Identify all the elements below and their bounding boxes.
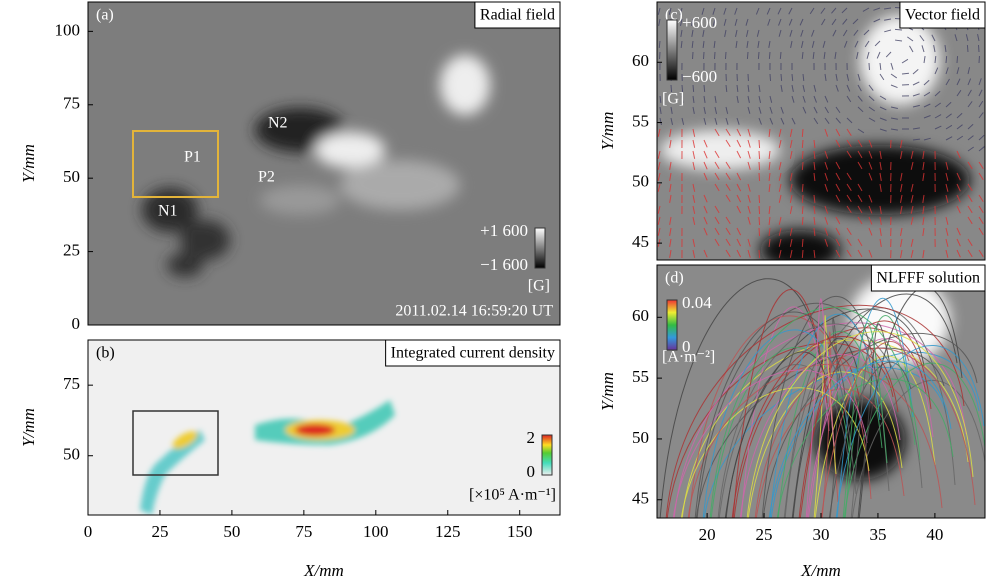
vector-arrow	[769, 52, 770, 59]
colorbar-unit: [G]	[662, 91, 684, 108]
panel-title: NLFFF solution	[876, 270, 980, 287]
x-tick-label: 20	[699, 525, 716, 544]
colorbar-max: +1 600	[480, 221, 528, 240]
vector-arrow	[747, 52, 748, 59]
vector-arrow	[759, 195, 760, 203]
y-tick-label: 50	[63, 445, 80, 464]
vector-arrow	[759, 162, 760, 170]
vector-arrow	[758, 52, 759, 59]
x-tick-label: 150	[507, 522, 533, 541]
vector-arrow	[957, 56, 958, 63]
vector-arrow	[704, 85, 705, 92]
vector-arrow	[802, 184, 803, 192]
panel-title: Integrated current density	[391, 345, 555, 362]
colorbar-min: 0	[527, 462, 536, 481]
colorbar	[542, 435, 552, 475]
vector-arrow	[802, 217, 803, 225]
panel-title: Radial field	[480, 7, 555, 24]
vector-arrow	[802, 129, 803, 137]
x-tick-label: 40	[926, 525, 943, 544]
colorbar	[667, 300, 677, 350]
x-axis-label: X/mm	[800, 561, 841, 580]
vector-arrow	[759, 228, 760, 236]
region-label: P2	[258, 169, 275, 186]
colorbar-max: +600	[682, 13, 717, 32]
vector-arrow	[802, 239, 803, 247]
region-label: P1	[184, 149, 201, 166]
vector-arrow	[759, 151, 760, 159]
y-tick-label: 50	[63, 167, 80, 186]
magnetogram	[88, 2, 560, 325]
vector-arrow	[967, 45, 968, 52]
vector-arrow	[946, 56, 947, 63]
vector-arrow	[781, 74, 782, 81]
y-axis-label: Y/mm	[598, 372, 617, 411]
vector-arrow	[792, 74, 793, 81]
vector-arrow	[802, 250, 803, 258]
y-tick-label: 45	[632, 489, 649, 508]
y-tick-label: 55	[632, 111, 649, 130]
x-tick-label: 25	[151, 522, 168, 541]
y-axis-label: Y/mm	[19, 408, 38, 447]
timestamp: 2011.02.14 16:59:20 UT	[395, 303, 553, 320]
y-tick-label: 55	[632, 367, 649, 386]
vector-map	[657, 2, 985, 270]
panel-label: (b)	[96, 345, 115, 362]
colorbar	[535, 228, 545, 268]
y-tick-label: 50	[632, 172, 649, 191]
colorbar-max: 0.04	[682, 293, 712, 312]
vector-arrow	[759, 140, 760, 148]
colorbar-min: −600	[682, 67, 717, 86]
x-tick-label: 0	[84, 522, 93, 541]
colorbar-unit: [×10⁵ A·m⁻¹]	[469, 487, 556, 504]
vector-arrow	[802, 162, 803, 170]
colorbar-min: −1 600	[480, 255, 528, 274]
vector-arrow	[759, 250, 760, 258]
y-axis-label: Y/mm	[19, 144, 38, 183]
vector-arrow	[759, 173, 760, 181]
vector-arrow	[802, 206, 803, 214]
x-axis-label: X/mm	[303, 561, 344, 580]
panel-label: (d)	[665, 270, 684, 287]
y-tick-label: 75	[63, 374, 80, 393]
x-tick-label: 125	[435, 522, 461, 541]
vector-arrow	[714, 52, 715, 59]
region-label: N1	[158, 203, 178, 220]
vector-arrow	[802, 140, 803, 148]
y-tick-label: 25	[63, 240, 80, 259]
panel-label: (a)	[96, 7, 114, 24]
y-tick-label: 75	[63, 94, 80, 113]
vector-arrow	[802, 195, 803, 203]
region-label: N2	[268, 115, 288, 132]
y-tick-label: 100	[55, 20, 81, 39]
y-axis-label: Y/mm	[598, 112, 617, 151]
colorbar-unit: [A·m⁻²]	[662, 349, 715, 366]
colorbar	[667, 20, 677, 80]
vector-arrow	[978, 45, 979, 52]
y-tick-label: 0	[72, 314, 81, 333]
vector-arrow	[770, 74, 771, 81]
vector-arrow	[895, 29, 902, 30]
vector-arrow	[725, 52, 726, 59]
x-tick-label: 100	[363, 522, 389, 541]
x-tick-label: 35	[869, 525, 886, 544]
vector-arrow	[759, 206, 760, 214]
x-tick-label: 25	[756, 525, 773, 544]
x-tick-label: 75	[295, 522, 312, 541]
vector-arrow	[802, 151, 803, 159]
x-tick-label: 30	[813, 525, 830, 544]
x-tick-label: 50	[223, 522, 240, 541]
colorbar-max: 2	[527, 428, 536, 447]
figure: (a)Radial field0255075100Y/mm(b)Integrat…	[0, 0, 990, 583]
vector-arrow	[780, 52, 781, 59]
colorbar-unit: [G]	[528, 278, 550, 295]
y-tick-label: 50	[632, 428, 649, 447]
vector-arrow	[759, 217, 760, 225]
vector-arrow	[693, 85, 694, 92]
panel-title: Vector field	[905, 7, 980, 24]
y-tick-label: 60	[632, 51, 649, 70]
y-tick-label: 45	[632, 232, 649, 251]
y-tick-label: 60	[632, 306, 649, 325]
